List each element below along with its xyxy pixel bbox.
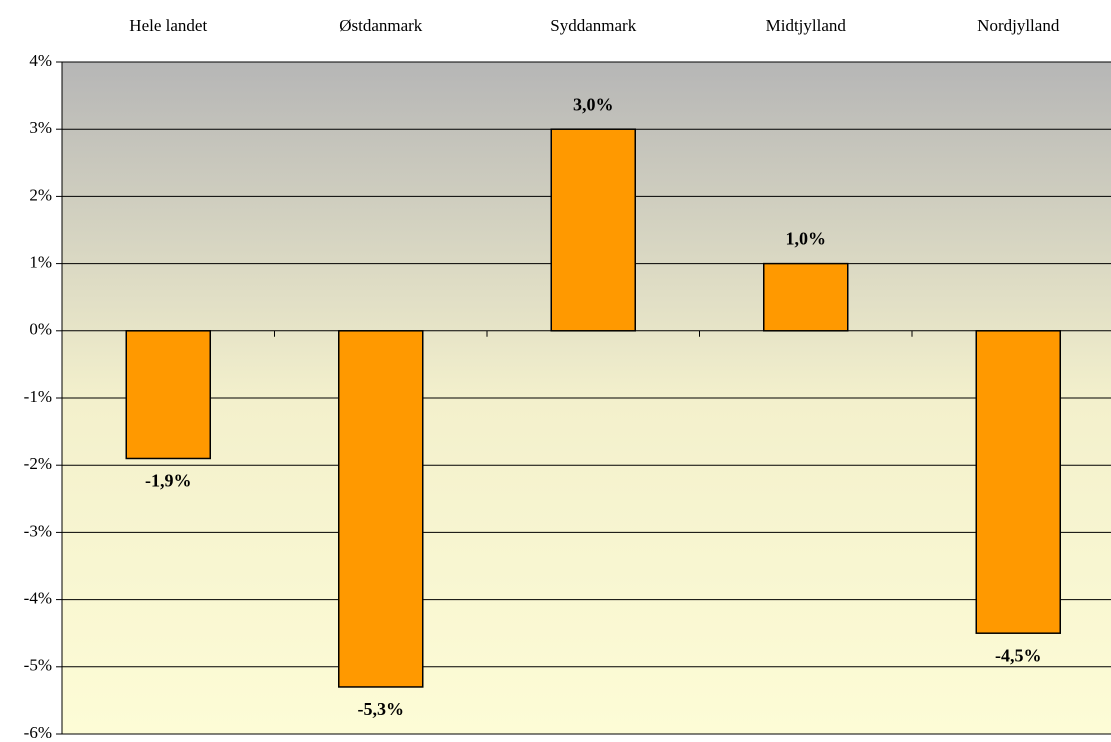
x-tick-label: Nordjylland [977, 16, 1060, 35]
y-tick-label: 4% [29, 51, 52, 70]
bar [975, 330, 1061, 634]
y-tick-label: -3% [24, 521, 52, 540]
value-label: -4,5% [995, 645, 1042, 665]
y-tick-label: -6% [24, 723, 52, 742]
bar [338, 330, 424, 688]
x-tick-label: Syddanmark [550, 16, 636, 35]
x-tick-label: Hele landet [129, 16, 207, 35]
y-tick-label: 0% [29, 320, 52, 339]
y-tick-label: -2% [24, 454, 52, 473]
bar [550, 128, 636, 332]
x-tick-label: Midtjylland [766, 16, 847, 35]
bar [125, 330, 211, 460]
value-label: 1,0% [786, 229, 827, 249]
bar [763, 262, 849, 332]
x-tick-label: Østdanmark [339, 16, 423, 35]
value-label: -5,3% [358, 699, 405, 719]
y-tick-label: 3% [29, 118, 52, 137]
y-tick-label: -5% [24, 656, 52, 675]
value-label: -1,9% [145, 471, 192, 491]
value-label: 3,0% [573, 94, 614, 114]
y-tick-label: -4% [24, 589, 52, 608]
y-tick-label: -1% [24, 387, 52, 406]
y-tick-label: 1% [29, 253, 52, 272]
y-tick-label: 2% [29, 185, 52, 204]
